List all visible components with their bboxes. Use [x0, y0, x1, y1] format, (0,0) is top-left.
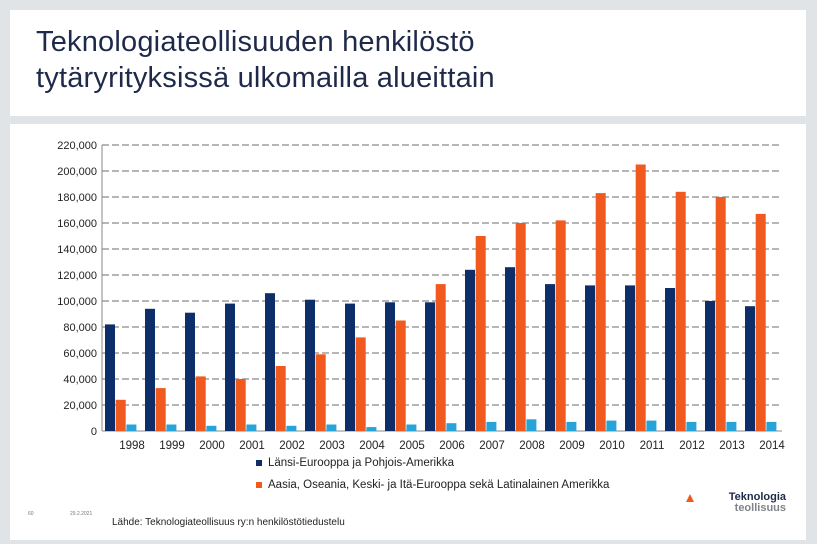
bar-series3 [206, 425, 217, 431]
bar-series2 [315, 354, 326, 431]
slide-number: 60 [28, 511, 34, 517]
x-tick-label: 2003 [319, 440, 345, 452]
y-tick-label: 40,000 [63, 374, 97, 386]
bar-series3 [646, 420, 657, 431]
title-panel: Teknologiateollisuuden henkilöstö tytäry… [10, 10, 806, 116]
bar-series3 [446, 423, 457, 431]
logo-line-1: Teknologia [728, 491, 786, 503]
source-note: Lähde: Teknologiateollisuus ry:n henkilö… [112, 517, 345, 528]
bar-series2 [275, 366, 286, 431]
bar-series2 [595, 193, 606, 431]
bar-series2 [195, 376, 206, 431]
y-tick-label: 220,000 [57, 140, 97, 152]
bar-series1 [465, 269, 475, 431]
bar-series3 [406, 424, 417, 431]
bar-series1 [305, 299, 315, 431]
bar-series2 [635, 164, 646, 431]
x-tick-label: 2006 [439, 440, 465, 452]
x-tick-label: 2007 [479, 440, 505, 452]
bar-series3 [526, 419, 537, 431]
x-tick-label: 2000 [199, 440, 225, 452]
legend-label-2: Aasia, Oseania, Keski- ja Itä-Eurooppa s… [268, 479, 610, 491]
bar-series1 [745, 306, 755, 431]
bar-series2 [435, 284, 446, 431]
bar-series2 [115, 399, 126, 431]
bar-series3 [366, 427, 377, 431]
bar-series2 [155, 388, 166, 431]
bar-series3 [246, 424, 257, 431]
bar-series2 [555, 220, 566, 431]
legend-swatch-1 [256, 460, 262, 466]
bar-series1 [585, 285, 595, 431]
x-tick-label: 2005 [399, 440, 425, 452]
bar-series2 [475, 236, 486, 431]
bar-series3 [126, 424, 137, 431]
x-tick-label: 2014 [759, 440, 785, 452]
bar-series2 [235, 379, 246, 431]
bar-series3 [286, 425, 297, 431]
bar-series1 [545, 284, 555, 431]
bar-series3 [686, 421, 697, 431]
y-tick-label: 160,000 [57, 218, 97, 230]
bar-series1 [185, 312, 195, 431]
slide-date: 29.2.2021 [70, 511, 93, 517]
bar-series1 [145, 308, 155, 431]
x-tick-label: 2011 [640, 440, 665, 452]
bar-series1 [705, 301, 715, 431]
bar-series3 [726, 421, 737, 431]
x-tick-label: 2001 [239, 440, 265, 452]
x-tick-label: 2009 [559, 440, 585, 452]
bar-series3 [606, 420, 617, 431]
y-tick-label: 140,000 [57, 244, 97, 256]
bar-series1 [105, 324, 115, 431]
chart-panel: 220,000 200,000 180,000 160,000 140,000 120,0… [10, 124, 806, 540]
bar-series1 [625, 285, 635, 431]
bar-series3 [766, 421, 777, 431]
x-tick-label: 1998 [119, 440, 145, 452]
legend-item-1: Länsi-Eurooppa ja Pohjois-Amerikka [256, 457, 676, 469]
bar-series2 [715, 197, 726, 431]
y-tick-label: 180,000 [57, 192, 97, 204]
bar-series3 [566, 421, 577, 431]
bar-series3 [326, 424, 337, 431]
y-tick-label: 120,000 [57, 270, 97, 282]
y-tick-label: 80,000 [63, 322, 97, 334]
legend-swatch-2 [256, 482, 262, 488]
x-tick-label: 2004 [359, 440, 385, 452]
bar-series2 [515, 223, 526, 431]
company-logo: Teknologia teollisuus [686, 492, 786, 514]
bar-series1 [425, 302, 435, 431]
bar-series1 [505, 267, 515, 431]
bar-series1 [225, 303, 235, 431]
bar-series3 [486, 421, 497, 431]
y-tick-label: 200,000 [57, 166, 97, 178]
legend-item-2: Aasia, Oseania, Keski- ja Itä-Eurooppa s… [256, 479, 676, 491]
x-tick-label: 2008 [519, 440, 545, 452]
logo-mark-icon [686, 494, 694, 502]
x-tick-label: 1999 [159, 440, 185, 452]
y-tick-label: 60,000 [63, 348, 97, 360]
y-tick-label: 100,000 [57, 296, 97, 308]
y-tick-label: 20,000 [63, 400, 97, 412]
legend-label-1: Länsi-Eurooppa ja Pohjois-Amerikka [268, 457, 455, 469]
logo-line-2: teollisuus [734, 502, 786, 514]
x-tick-label: 2002 [279, 440, 305, 452]
bar-series2 [395, 320, 406, 431]
bar-chart: 220,000 200,000 180,000 160,000 140,000 120,0… [57, 140, 785, 452]
bar-series1 [345, 303, 355, 431]
bar-series3 [166, 424, 177, 431]
bar-series2 [355, 337, 366, 431]
bar-series1 [265, 293, 275, 431]
bar-series2 [755, 213, 766, 431]
bar-series1 [385, 302, 395, 431]
bar-series2 [675, 191, 686, 431]
x-tick-label: 2013 [719, 440, 745, 452]
bar-series1 [665, 288, 675, 431]
x-tick-label: 2010 [599, 440, 625, 452]
page-title: Teknologiateollisuuden henkilöstö tytäry… [36, 26, 495, 94]
y-tick-label: 0 [91, 426, 97, 438]
x-tick-label: 2012 [679, 440, 705, 452]
